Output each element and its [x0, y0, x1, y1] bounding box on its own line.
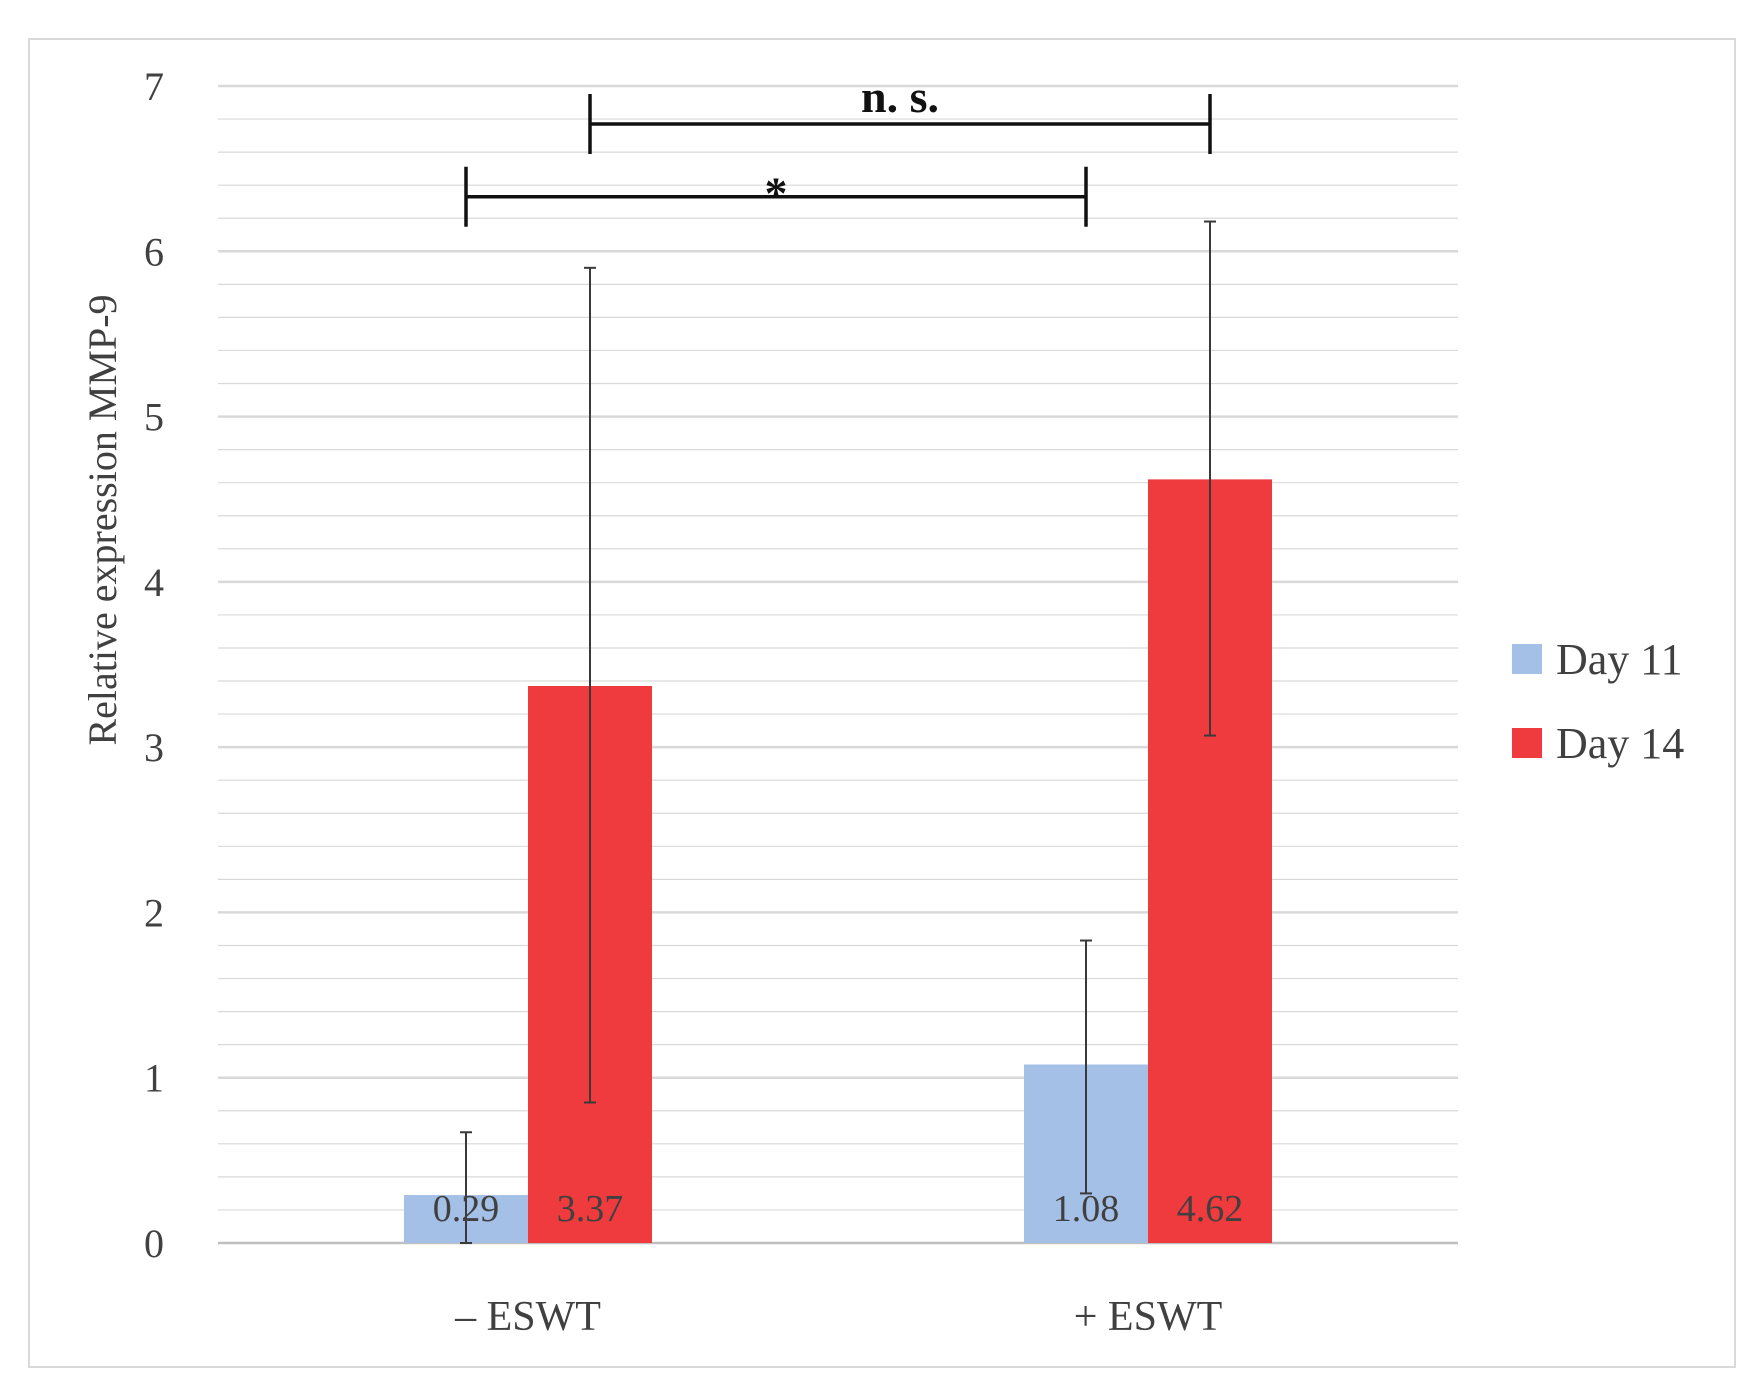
data-label: 4.62 — [1177, 1188, 1244, 1230]
data-label: 1.08 — [1053, 1188, 1120, 1230]
legend-label: Day 14 — [1556, 719, 1684, 768]
y-tick-label: 5 — [144, 395, 164, 440]
y-tick-label: 4 — [144, 560, 164, 605]
data-labels: 0.29 1.08 3.37 4.62 — [433, 1188, 1244, 1230]
legend: Day 11 Day 14 — [1512, 635, 1684, 768]
significance-annotations: n. s. * — [464, 71, 1212, 227]
x-category-label: + ESWT — [1074, 1294, 1223, 1340]
legend-item: Day 14 — [1512, 719, 1684, 768]
error-bar — [1204, 220, 1216, 737]
data-label: 3.37 — [557, 1188, 624, 1230]
significance-bracket: n. s. — [588, 71, 1212, 155]
y-tick-label: 6 — [144, 229, 164, 274]
x-category-label: – ESWT — [454, 1294, 601, 1340]
significance-bracket: * — [464, 166, 1088, 227]
legend-item: Day 11 — [1512, 635, 1683, 684]
error-bar — [1080, 939, 1092, 1195]
y-axis-title: Relative expression MMP-9 — [80, 294, 125, 745]
error-bar — [584, 266, 596, 1104]
bars — [404, 479, 1272, 1243]
error-bars — [460, 220, 1216, 1244]
significance-label: n. s. — [861, 71, 939, 122]
y-tick-label: 1 — [144, 1056, 164, 1101]
legend-swatch — [1512, 728, 1542, 758]
y-tick-label: 0 — [144, 1221, 164, 1266]
error-bar — [460, 1131, 472, 1244]
x-axis-categories: – ESWT + ESWT — [454, 1294, 1222, 1340]
y-tick-label: 7 — [144, 64, 164, 109]
y-tick-label: 3 — [144, 725, 164, 770]
legend-label: Day 11 — [1556, 635, 1683, 684]
significance-label: * — [765, 168, 788, 219]
y-tick-label: 2 — [144, 890, 164, 935]
y-axis-ticks: 0 1 2 3 4 5 6 7 — [144, 64, 164, 1266]
chart-frame — [28, 38, 1736, 1368]
legend-swatch — [1512, 644, 1542, 674]
data-label: 0.29 — [433, 1188, 500, 1230]
